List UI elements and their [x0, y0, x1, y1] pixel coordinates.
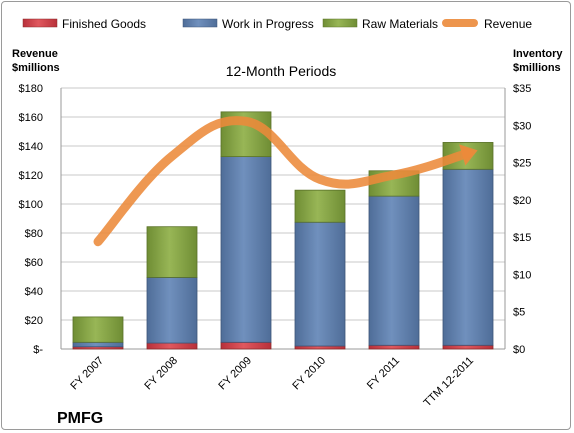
left-tick-label: $20: [25, 315, 43, 327]
category-label: FY 2008: [142, 355, 180, 393]
right-axis-title-line1: Inventory: [513, 48, 563, 60]
left-tick-label: $80: [25, 228, 43, 240]
legend-swatch-raw-materials: [322, 18, 358, 28]
left-tick-label: $40: [25, 286, 43, 298]
bar-raw-materials: [146, 226, 198, 278]
legend-label-work-in-progress: Work in Progress: [222, 17, 314, 31]
legend-label-revenue: Revenue: [484, 17, 532, 31]
revenue-arrowhead: [459, 144, 478, 166]
legend-label-finished-goods: Finished Goods: [62, 17, 146, 31]
left-tick-label: $120: [19, 170, 43, 182]
right-tick-label: $10: [513, 269, 531, 281]
left-axis-title-line2: $millions: [12, 62, 60, 74]
bar-work-in-progress: [368, 195, 420, 346]
left-axis-ticks: $- $20 $40 $60 $80 $100 $120 $140 $160 $180: [19, 83, 44, 356]
left-tick-label: $140: [19, 141, 43, 153]
left-tick-label: $-: [33, 344, 43, 356]
category-label: FY 2011: [365, 355, 402, 392]
legend-swatch-finished-goods: [22, 18, 58, 28]
right-tick-label: $0: [513, 344, 525, 356]
category-label: FY 2007: [68, 355, 106, 393]
bar-work-in-progress: [146, 277, 198, 344]
category-label: FY 2009: [216, 355, 254, 393]
right-axis-title-line2: $millions: [513, 62, 561, 74]
right-tick-label: $25: [513, 158, 531, 170]
right-tick-label: $30: [513, 120, 531, 132]
bar-raw-materials: [294, 189, 346, 223]
left-tick-label: $100: [19, 199, 43, 211]
company-name: PMFG: [57, 410, 103, 427]
bar-finished-goods: [220, 341, 272, 350]
left-tick-label: $160: [19, 112, 43, 124]
bar-work-in-progress: [220, 156, 272, 343]
bar-finished-goods: [146, 342, 198, 350]
right-axis-ticks: $0 $5 $10 $15 $20 $25 $30 $35: [513, 83, 531, 356]
legend: Finished Goods Work in Progress Raw Mate…: [22, 17, 532, 31]
chart-svg: Finished Goods Work in Progress Raw Mate…: [12, 17, 563, 427]
revenue-line-group: [93, 116, 478, 247]
category-label: TTM 12-2011: [422, 355, 477, 410]
bar-work-in-progress: [442, 168, 494, 346]
legend-swatch-work-in-progress: [182, 18, 218, 28]
bar-work-in-progress: [294, 221, 346, 347]
left-axis-title-line1: Revenue: [12, 48, 58, 60]
bar-work-in-progress: [72, 341, 124, 348]
chart-subtitle: 12-Month Periods: [226, 63, 337, 79]
category-labels: FY 2007 FY 2008 FY 2009 FY 2010 FY 2011 TTM 1…: [68, 355, 476, 410]
bars: [72, 111, 494, 350]
bar-raw-materials: [72, 316, 124, 343]
bar-finished-goods: [442, 344, 494, 350]
bar-finished-goods: [294, 345, 346, 350]
right-tick-label: $15: [513, 232, 531, 244]
bar-finished-goods: [368, 344, 420, 350]
right-tick-label: $35: [513, 83, 531, 95]
right-tick-label: $20: [513, 195, 531, 207]
left-tick-label: $60: [25, 257, 43, 269]
category-label: FY 2010: [290, 355, 328, 393]
revenue-line: [93, 116, 473, 247]
left-tick-label: $180: [19, 83, 43, 95]
right-tick-label: $5: [513, 307, 525, 319]
legend-label-raw-materials: Raw Materials: [362, 17, 438, 31]
gridlines: [60, 87, 506, 350]
